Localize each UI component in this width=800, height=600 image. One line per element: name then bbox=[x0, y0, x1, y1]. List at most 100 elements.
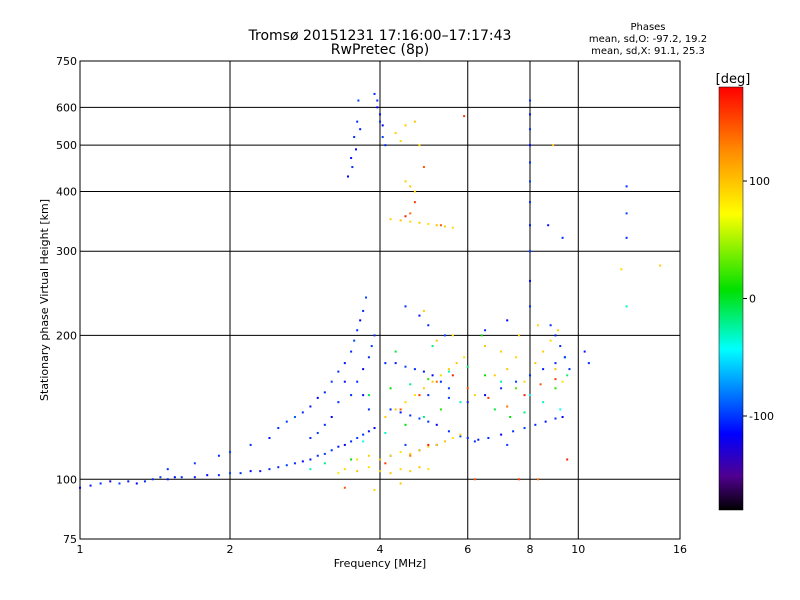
data-point bbox=[523, 394, 526, 397]
data-point bbox=[418, 394, 421, 397]
data-point bbox=[180, 476, 183, 479]
data-point bbox=[418, 466, 421, 469]
data-point bbox=[356, 436, 359, 439]
data-point bbox=[509, 415, 512, 418]
data-point bbox=[373, 92, 376, 95]
data-point bbox=[350, 440, 353, 443]
data-point bbox=[356, 458, 359, 461]
data-point bbox=[466, 365, 469, 368]
data-point bbox=[413, 120, 416, 123]
data-point bbox=[561, 236, 564, 239]
data-point bbox=[554, 368, 557, 371]
data-point bbox=[337, 401, 340, 404]
data-point bbox=[466, 387, 469, 390]
data-point bbox=[427, 324, 430, 327]
x-axis-ticks: 1 2 4 6 8 10 16 bbox=[77, 543, 688, 556]
data-point bbox=[381, 136, 384, 139]
data-point bbox=[384, 415, 387, 418]
x-tick-label: 4 bbox=[377, 543, 384, 556]
data-point bbox=[353, 136, 356, 139]
data-point bbox=[343, 468, 346, 471]
x-tick-label: 2 bbox=[227, 543, 234, 556]
data-point bbox=[515, 387, 518, 390]
data-point bbox=[439, 380, 442, 383]
data-point bbox=[455, 362, 458, 365]
data-point bbox=[451, 436, 454, 439]
data-point bbox=[451, 226, 454, 229]
data-point bbox=[357, 99, 360, 102]
data-point bbox=[517, 334, 520, 337]
chart-title: Tromsø 20151231 17:16:00–17:17:43 bbox=[248, 28, 512, 44]
x-tick-label: 6 bbox=[464, 543, 471, 556]
data-point bbox=[480, 334, 483, 337]
data-point bbox=[447, 430, 450, 433]
data-point bbox=[473, 394, 476, 397]
data-point bbox=[443, 225, 446, 228]
data-point bbox=[549, 324, 552, 327]
data-point bbox=[523, 380, 526, 383]
data-point bbox=[506, 405, 509, 408]
data-point bbox=[561, 380, 564, 383]
data-point bbox=[118, 482, 121, 485]
data-point bbox=[356, 470, 359, 473]
data-point bbox=[512, 430, 515, 433]
data-point bbox=[173, 476, 176, 479]
data-point bbox=[362, 309, 365, 312]
data-point bbox=[422, 415, 425, 418]
colorbar-tick-label: -100 bbox=[749, 410, 774, 423]
data-point bbox=[277, 466, 280, 469]
data-point bbox=[466, 436, 469, 439]
colorbar-tick-label: 0 bbox=[749, 293, 756, 306]
data-point bbox=[529, 224, 531, 227]
data-point bbox=[362, 394, 365, 397]
y-tick-label: 100 bbox=[56, 473, 77, 486]
data-point bbox=[394, 132, 397, 135]
data-point bbox=[473, 478, 476, 481]
data-point bbox=[384, 362, 387, 365]
data-point bbox=[487, 436, 490, 439]
data-point bbox=[418, 314, 421, 317]
data-point bbox=[529, 113, 531, 116]
data-point bbox=[309, 405, 312, 408]
data-point bbox=[542, 350, 545, 353]
y-tick-label: 750 bbox=[56, 55, 77, 68]
data-point bbox=[427, 445, 430, 448]
colorbar-tick-label: 100 bbox=[749, 175, 770, 188]
data-point bbox=[422, 166, 425, 169]
data-point bbox=[376, 99, 379, 102]
data-point bbox=[399, 451, 402, 454]
data-point bbox=[404, 305, 407, 308]
data-point bbox=[435, 423, 438, 426]
data-point bbox=[367, 430, 370, 433]
data-point bbox=[309, 468, 312, 471]
data-point bbox=[523, 411, 526, 414]
data-point bbox=[293, 462, 296, 465]
data-point bbox=[529, 128, 531, 131]
data-point bbox=[373, 427, 376, 430]
data-point bbox=[109, 480, 112, 483]
data-point bbox=[459, 435, 462, 438]
data-point bbox=[529, 161, 531, 164]
data-point bbox=[529, 305, 531, 308]
data-point bbox=[309, 458, 312, 461]
stats-x-line: mean, sd,X: 91.1, 25.3 bbox=[591, 46, 705, 57]
data-point bbox=[337, 472, 340, 475]
data-point bbox=[534, 423, 537, 426]
data-point bbox=[418, 449, 421, 452]
x-tick-label: 1 bbox=[77, 543, 84, 556]
data-point bbox=[542, 368, 545, 371]
data-point bbox=[451, 374, 454, 377]
data-point bbox=[587, 362, 590, 365]
data-point bbox=[376, 106, 379, 109]
data-point bbox=[259, 470, 262, 473]
data-point bbox=[409, 185, 412, 188]
data-point bbox=[217, 454, 220, 457]
data-point bbox=[373, 488, 376, 491]
data-point bbox=[373, 334, 376, 337]
data-point bbox=[309, 436, 312, 439]
data-point bbox=[529, 279, 531, 282]
data-point bbox=[413, 368, 416, 371]
data-point bbox=[559, 345, 562, 348]
data-point bbox=[484, 329, 487, 332]
data-point bbox=[484, 345, 487, 348]
